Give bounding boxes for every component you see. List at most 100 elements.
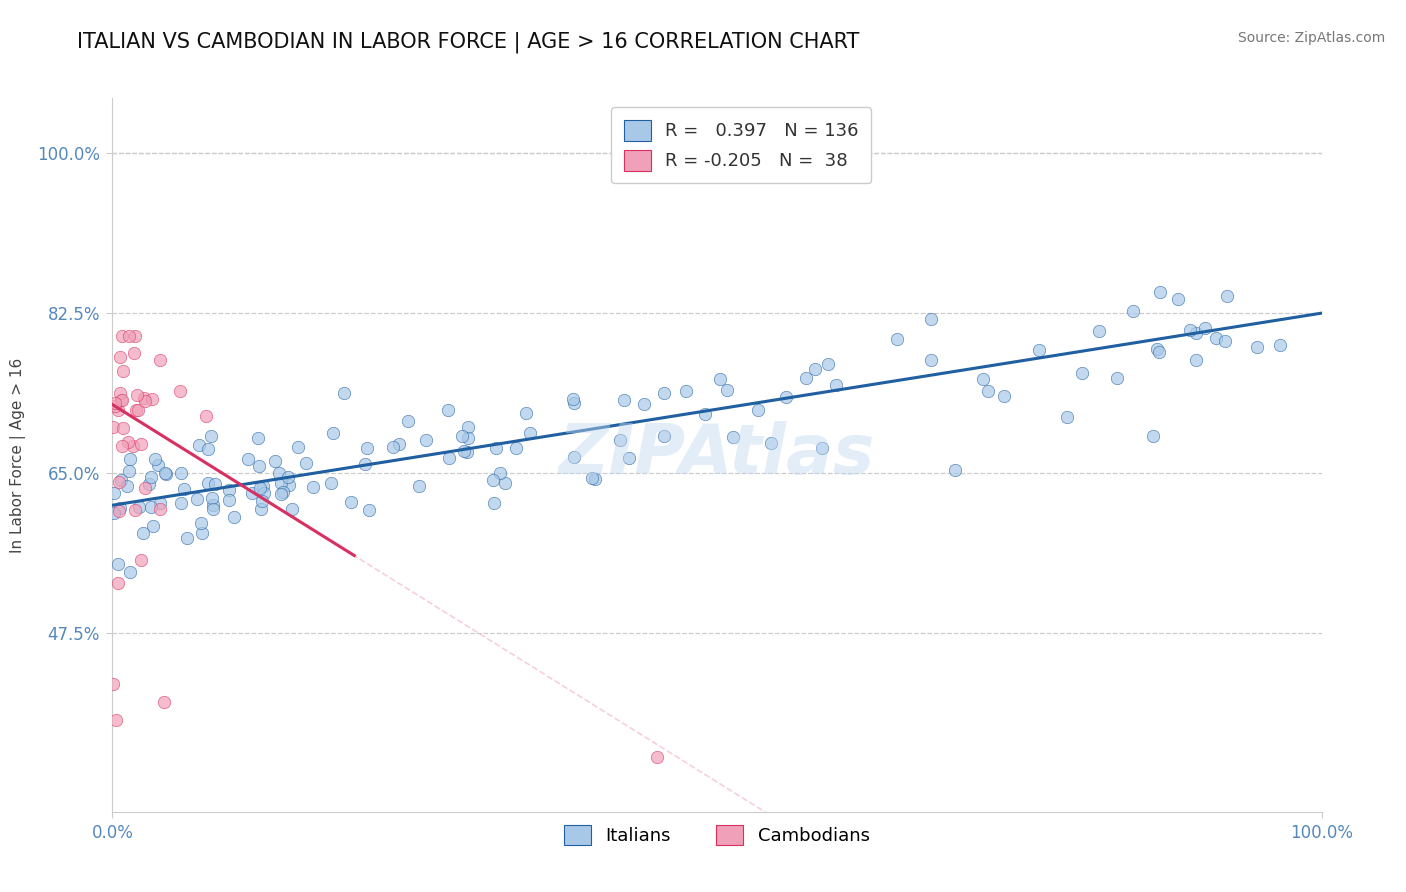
Point [236,452,259,467]
Point [437,451,460,466]
Point [111,438,134,452]
Point [562,392,585,407]
Text: ZIPAtlas: ZIPAtlas [560,421,875,489]
Point [481,473,503,487]
Point [488,467,510,481]
Point [993,389,1015,403]
Point [270,487,292,501]
Point [246,432,269,446]
Point [124,503,146,517]
Point [124,329,146,343]
Point [118,451,141,466]
Point [149,502,172,516]
Point [240,486,263,500]
Point [122,439,145,453]
Point [118,329,141,343]
Point [125,402,148,417]
Point [108,475,131,490]
Point [1149,285,1171,299]
Point [110,392,132,407]
Point [134,394,156,409]
Point [200,429,222,443]
Point [101,676,124,690]
Point [709,372,731,386]
Point [356,441,378,455]
Point [775,390,797,404]
Point [1194,321,1216,335]
Point [129,552,152,566]
Point [107,575,129,590]
Point [759,435,782,450]
Point [332,385,354,400]
Point [415,433,437,447]
Point [617,450,640,465]
Point [197,442,219,457]
Point [202,501,225,516]
Point [613,392,636,407]
Point [302,480,325,494]
Point [201,498,224,512]
Point [139,470,162,484]
Point [176,531,198,545]
Point [108,350,131,364]
Point [339,495,361,509]
Point [1028,343,1050,357]
Point [267,466,290,480]
Point [457,431,479,445]
Point [1215,334,1237,348]
Point [804,362,827,376]
Point [118,565,141,579]
Point [943,463,966,477]
Legend: Italians, Cambodians: Italians, Cambodians [557,817,877,853]
Point [396,414,419,428]
Point [1146,342,1168,356]
Point [108,386,131,401]
Point [115,479,138,493]
Point [505,441,527,455]
Point [107,557,129,571]
Point [408,479,430,493]
Point [583,472,606,486]
Point [271,485,294,500]
Point [134,482,156,496]
Point [132,391,155,405]
Point [155,466,177,480]
Point [148,458,170,473]
Point [101,419,124,434]
Point [747,403,769,417]
Point [645,749,668,764]
Point [1142,428,1164,442]
Point [811,441,834,455]
Point [103,485,125,500]
Point [1185,353,1208,368]
Point [564,450,586,464]
Point [118,464,141,478]
Point [186,491,208,506]
Point [654,429,676,443]
Point [253,486,276,500]
Point [1147,345,1170,359]
Point [721,430,744,444]
Point [485,441,508,455]
Point [1056,409,1078,424]
Point [287,440,309,454]
Point [824,377,846,392]
Point [716,383,738,397]
Point [132,526,155,541]
Point [972,372,994,386]
Point [155,467,177,481]
Y-axis label: In Labor Force | Age > 16: In Labor Force | Age > 16 [10,358,25,552]
Point [142,518,165,533]
Point [319,476,342,491]
Point [1270,338,1292,352]
Point [382,441,405,455]
Point [108,500,131,515]
Point [1216,289,1239,303]
Point [250,493,273,508]
Point [633,397,655,411]
Point [277,470,299,484]
Point [482,496,505,510]
Point [111,329,134,343]
Point [117,434,139,449]
Point [457,420,479,434]
